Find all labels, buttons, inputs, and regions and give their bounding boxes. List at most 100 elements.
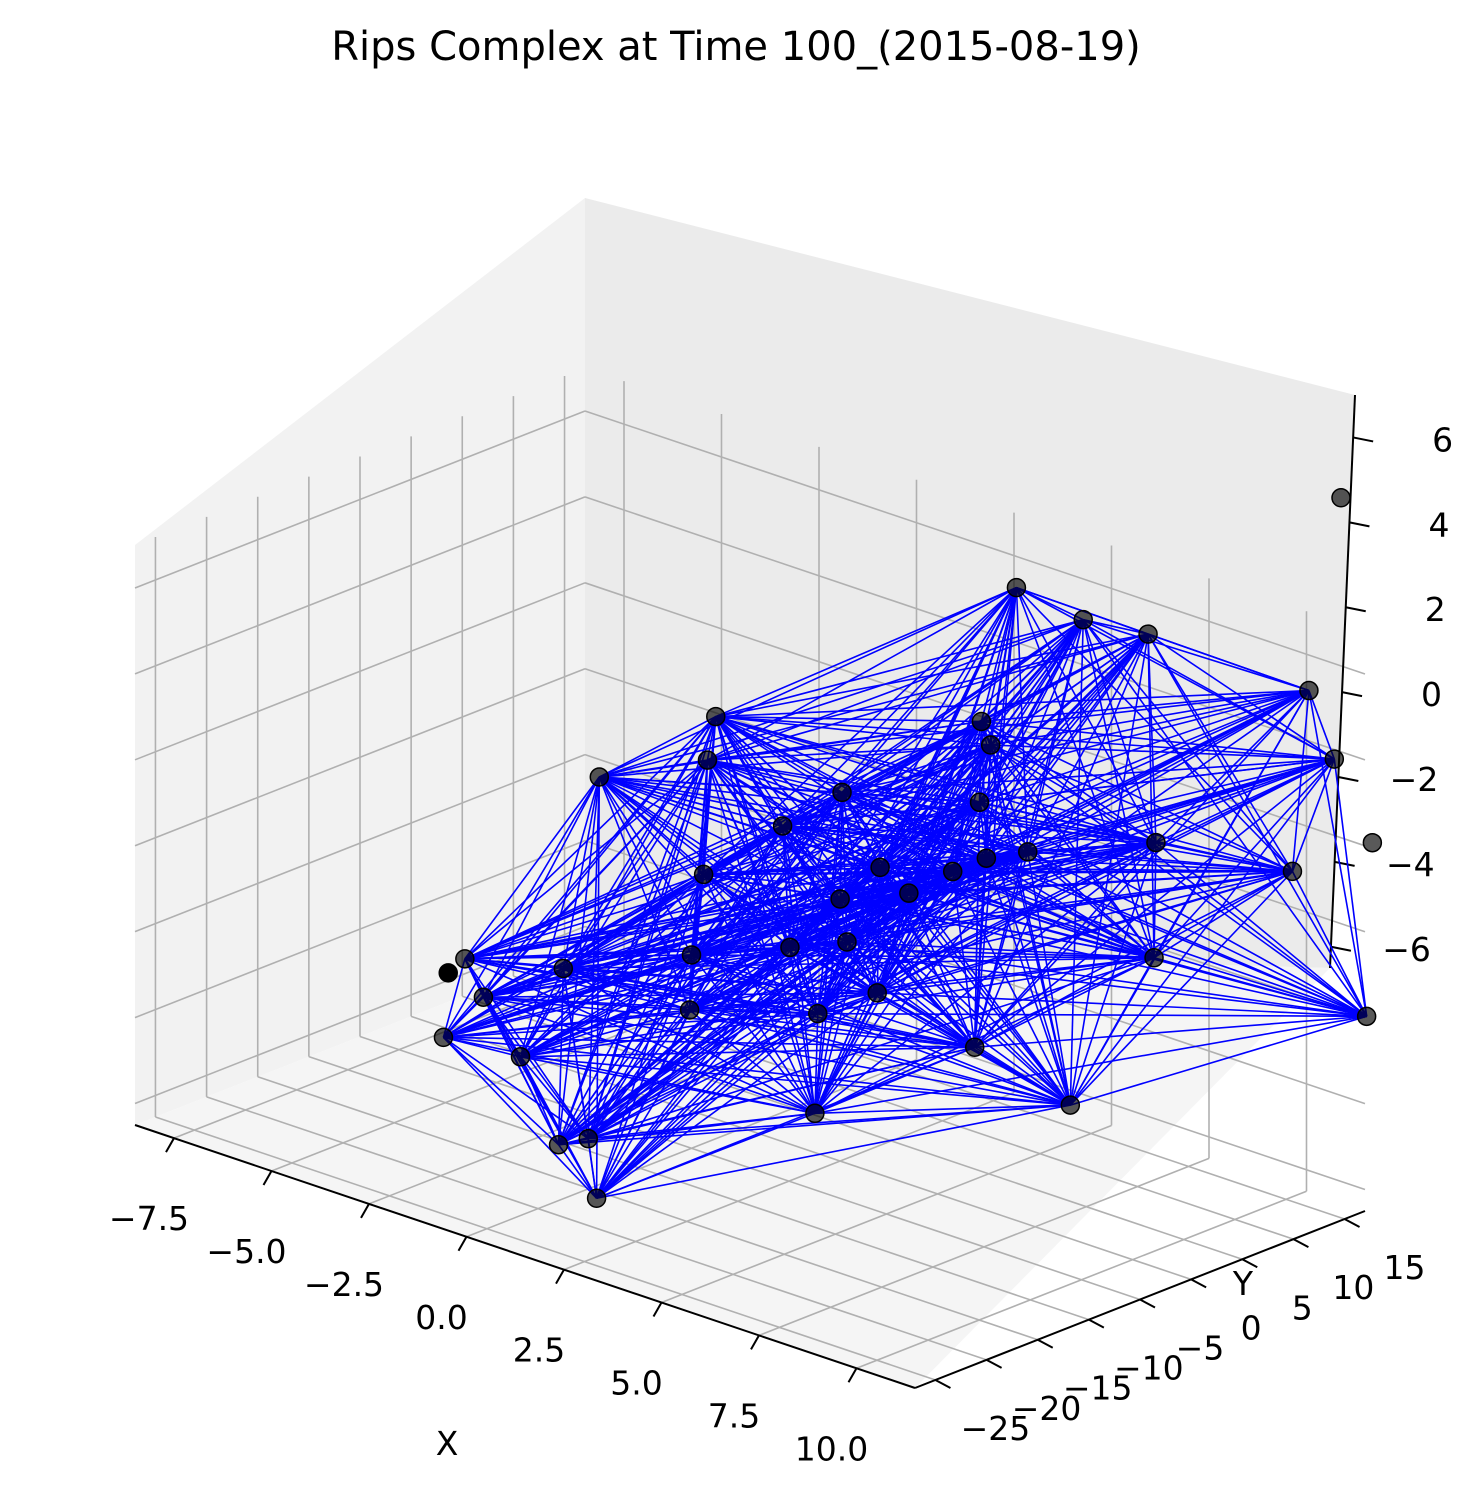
rips-edge	[557, 874, 705, 1146]
z-tick-mark	[1352, 436, 1374, 443]
data-point	[693, 864, 714, 885]
pane-floor	[135, 948, 1330, 1388]
rips-edge	[442, 1036, 560, 1146]
grid-line	[584, 410, 1366, 675]
rips-edge	[715, 633, 1149, 718]
rips-edge	[879, 744, 992, 868]
data-point	[548, 1134, 569, 1155]
rips-edge	[978, 801, 1029, 853]
rips-edge	[442, 1036, 598, 1199]
rips-edge	[464, 873, 704, 960]
y-tick-mark	[1344, 1218, 1361, 1228]
rips-edge	[558, 1012, 819, 1146]
data-point	[679, 1000, 700, 1020]
y-tick-label: 0	[1241, 1308, 1262, 1347]
rips-edge	[587, 801, 981, 1140]
rips-edge	[876, 801, 981, 994]
y-tick-label: 15	[1384, 1248, 1426, 1287]
rips-edge	[985, 689, 1310, 859]
rips-edge	[596, 992, 878, 1199]
y-tick-label: −5	[1176, 1329, 1225, 1368]
rips-edge	[598, 715, 717, 778]
rips-edge	[974, 1015, 1367, 1049]
rips-edge	[989, 744, 1029, 853]
rips-edge	[990, 744, 1293, 873]
x-tick-mark	[847, 1367, 858, 1383]
rips-edge	[562, 759, 709, 969]
rips-edge	[817, 851, 1029, 1015]
grid-line	[134, 496, 586, 675]
z-tick-mark	[1338, 776, 1359, 782]
data-point	[1018, 842, 1038, 862]
rips-edge	[588, 1046, 975, 1140]
rips-edge	[563, 956, 1155, 970]
data-point	[1146, 832, 1166, 853]
data-point	[772, 816, 793, 836]
rips-edge	[1308, 690, 1368, 1017]
rips-edge	[443, 1036, 816, 1115]
z-tick-label: −6	[1382, 930, 1431, 969]
rips-edge	[814, 1013, 819, 1114]
rips-edge	[442, 958, 466, 1038]
data-point	[706, 706, 726, 727]
data-point	[1073, 609, 1093, 630]
data-point	[808, 1003, 828, 1024]
rips-edge	[1155, 841, 1368, 1017]
data-point	[681, 945, 702, 965]
rips-edge	[817, 1012, 975, 1049]
x-tick-label: −7.5	[109, 1199, 189, 1238]
data-point	[1282, 861, 1303, 882]
data-point	[473, 987, 494, 1007]
rips-edge	[839, 898, 878, 994]
y-tick-mark	[986, 1358, 1003, 1369]
z-tick-mark	[1334, 860, 1355, 867]
rips-edge	[443, 1012, 818, 1039]
rips-edge	[1147, 633, 1310, 692]
rips-edge	[980, 720, 1157, 844]
data-point	[1006, 577, 1027, 598]
x-tick-mark	[360, 1203, 370, 1219]
rips-edge	[980, 587, 1018, 722]
data-point	[971, 711, 992, 732]
rips-edge	[519, 759, 709, 1058]
rips-edge	[876, 992, 976, 1048]
rips-edge	[703, 801, 980, 876]
rips-edge	[1082, 618, 1335, 760]
rips-edge	[817, 801, 981, 1015]
rips-edge	[691, 954, 1155, 959]
rips-edge	[464, 954, 692, 960]
rips-edge	[689, 1009, 1071, 1106]
data-point	[553, 958, 574, 979]
y-tick-label: −25	[961, 1409, 1031, 1448]
rips-edge	[990, 744, 1157, 844]
chart-title: Rips Complex at Time 100_(2015-08-19)	[331, 24, 1141, 70]
rips-edge	[587, 716, 717, 1139]
rips-edge	[703, 744, 992, 876]
rips-edge	[483, 873, 705, 998]
rips-edge	[789, 720, 983, 948]
z-tick-mark	[1345, 606, 1366, 613]
rips-edge	[707, 759, 1157, 844]
rips-edge	[817, 956, 1155, 1015]
rips-edge	[482, 776, 600, 998]
rips-edge	[706, 759, 878, 994]
rips-edge	[1069, 758, 1335, 1106]
rips-edge	[706, 759, 784, 827]
rips-edge	[464, 958, 878, 994]
pane-back	[585, 198, 1355, 968]
rips-edge	[715, 715, 1293, 873]
rips-edge	[978, 801, 1155, 959]
rips-edge	[1069, 957, 1155, 1106]
rips-edge	[464, 720, 982, 960]
rips-edge	[814, 841, 1157, 1114]
rips-edge	[588, 956, 1155, 1140]
rips-edge	[587, 777, 601, 1139]
rips-edge	[1027, 851, 1155, 959]
rips-edge	[1155, 758, 1335, 844]
rips-edge	[1291, 871, 1368, 1017]
rips-edge	[876, 744, 992, 994]
x-tick-label: −2.5	[304, 1265, 384, 1304]
data-point	[805, 1103, 825, 1124]
rips-edge	[587, 759, 709, 1139]
rips-edge	[595, 874, 705, 1199]
